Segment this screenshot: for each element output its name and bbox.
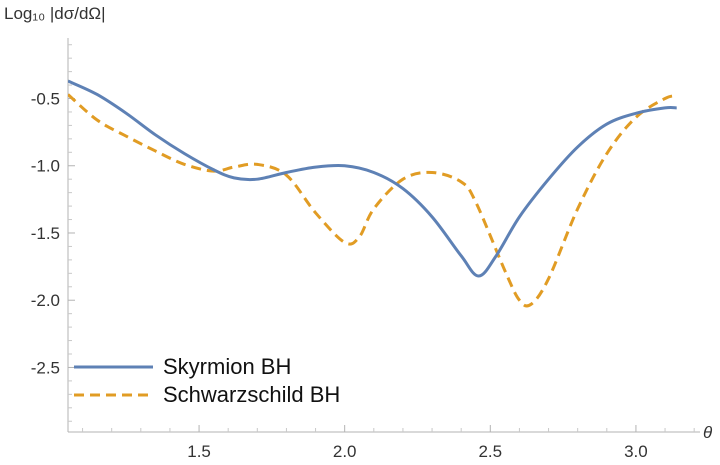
- y-axis-title: Log₁₀ |dσ/dΩ|: [4, 4, 106, 23]
- legend-label-schwarzschild-bh: Schwarzschild BH: [163, 382, 340, 407]
- x-tick-label: 2.0: [333, 442, 357, 461]
- x-tick-label: 2.5: [478, 442, 502, 461]
- x-axis-title: θ: [703, 423, 713, 442]
- legend-label-skyrmion-bh: Skyrmion BH: [163, 354, 291, 379]
- y-tick-label: -0.5: [31, 90, 60, 109]
- y-tick-label: -2.5: [31, 358, 60, 377]
- y-tick-label: -1.0: [31, 157, 60, 176]
- x-tick-label: 1.5: [187, 442, 211, 461]
- legend: Skyrmion BH Schwarzschild BH: [74, 354, 340, 407]
- series-line-skyrmion-bh: [68, 79, 677, 278]
- series-line-schwarzschild-bh: [68, 93, 678, 308]
- axes: 1.5 2.0 2.5 3.0 -0.5 -1.0 -1.5 -2.0 -2.5: [31, 38, 700, 461]
- y-tick-label: -1.5: [31, 224, 60, 243]
- x-tick-label: 3.0: [624, 442, 648, 461]
- y-tick-label: -2.0: [31, 291, 60, 310]
- series-group: [68, 79, 678, 308]
